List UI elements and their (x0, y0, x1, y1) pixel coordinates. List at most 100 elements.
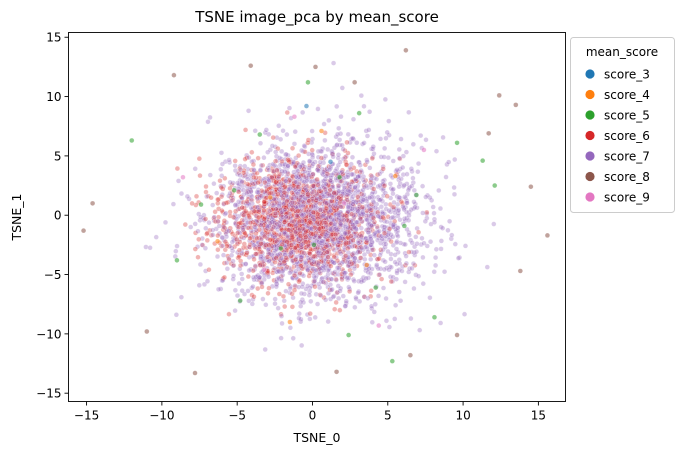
point-score_7 (406, 232, 412, 238)
point-score_7 (258, 181, 264, 187)
point-score_7 (257, 167, 264, 174)
point-score_7 (374, 262, 380, 268)
point-score_7 (354, 140, 360, 146)
point-score_7 (218, 183, 224, 189)
point-score_7 (250, 274, 257, 281)
point-score_7 (245, 108, 252, 114)
point-score_6 (182, 221, 188, 228)
point-score_6 (193, 202, 199, 208)
point-score_6 (261, 216, 267, 222)
point-score_7 (278, 335, 284, 341)
point-score_7 (335, 152, 342, 158)
point-score_7 (420, 281, 426, 287)
point-score_7 (243, 261, 249, 267)
point-score_7 (286, 105, 293, 111)
point-score_7 (279, 278, 285, 284)
point-score_6 (275, 191, 281, 197)
point-score_8 (496, 92, 502, 98)
point-score_7 (296, 315, 302, 321)
point-score_6 (284, 198, 290, 204)
point-score_6 (282, 303, 288, 310)
point-score_7 (451, 184, 457, 191)
point-score_3 (327, 159, 334, 165)
point-score_7 (251, 224, 258, 230)
point-score_6 (276, 291, 282, 297)
point-score_7 (262, 346, 268, 353)
point-score_7 (431, 269, 437, 275)
point-score_7 (356, 240, 362, 246)
point-score_7 (355, 249, 361, 255)
point-score_6 (274, 167, 280, 173)
y-tick-label: −15 (36, 387, 61, 401)
point-score_7 (455, 255, 462, 261)
point-score_6 (310, 231, 316, 237)
point-score_7 (298, 299, 304, 305)
point-score_8 (513, 102, 519, 108)
point-score_7 (283, 265, 289, 272)
point-score_7 (384, 129, 390, 136)
point-score_6 (291, 263, 297, 270)
point-score_7 (284, 131, 290, 138)
point-score_7 (349, 270, 355, 276)
point-score_7 (263, 302, 269, 308)
point-score_7 (410, 141, 416, 147)
point-score_7 (406, 229, 412, 236)
point-score_7 (333, 277, 339, 283)
point-score_6 (291, 287, 298, 293)
point-score_7 (364, 133, 371, 139)
point-score_7 (377, 136, 384, 142)
point-score_6 (323, 220, 329, 226)
point-score_6 (266, 285, 272, 291)
point-score_7 (297, 227, 303, 233)
point-score_7 (433, 262, 439, 269)
point-score_7 (325, 319, 331, 325)
point-score_7 (309, 128, 315, 134)
point-score_6 (203, 183, 209, 190)
point-score_7 (344, 192, 350, 198)
point-score_6 (390, 204, 397, 210)
point-score_9 (180, 174, 186, 180)
point-score_7 (405, 187, 411, 193)
legend-marker-score_6 (585, 130, 595, 141)
point-score_6 (261, 207, 267, 214)
point-score_7 (302, 164, 308, 170)
point-score_7 (365, 229, 371, 236)
point-score_7 (329, 238, 335, 244)
point-score_6 (342, 253, 349, 259)
point-score_7 (350, 135, 356, 141)
point-score_7 (228, 252, 235, 258)
point-score_7 (336, 183, 342, 189)
point-score_7 (227, 190, 233, 196)
point-score_6 (215, 247, 221, 253)
point-score_7 (234, 293, 241, 299)
point-score_6 (289, 304, 296, 310)
point-score_7 (385, 155, 391, 161)
point-score_7 (328, 287, 335, 293)
point-score_7 (383, 201, 389, 207)
point-score_7 (419, 235, 425, 241)
point-score_7 (219, 234, 225, 240)
point-score_7 (153, 234, 159, 240)
point-score_5 (174, 257, 180, 263)
point-score_7 (317, 207, 323, 213)
point-score_7 (322, 153, 329, 159)
point-score_6 (325, 254, 331, 260)
point-score_7 (379, 209, 385, 215)
x-tick-label: 0 (309, 409, 317, 423)
point-score_7 (246, 154, 252, 161)
point-score_6 (303, 228, 309, 235)
point-score_7 (409, 183, 415, 189)
point-score_7 (384, 219, 390, 225)
point-score_6 (221, 274, 228, 281)
point-score_7 (414, 205, 420, 211)
point-score_7 (226, 228, 232, 234)
point-score_7 (230, 263, 236, 269)
point-score_7 (215, 218, 221, 224)
point-score_7 (314, 195, 320, 202)
point-score_6 (257, 262, 263, 268)
point-score_7 (408, 237, 414, 243)
point-score_7 (293, 179, 299, 185)
point-score_7 (269, 143, 275, 149)
point-score_7 (323, 200, 330, 206)
point-score_7 (361, 192, 367, 198)
